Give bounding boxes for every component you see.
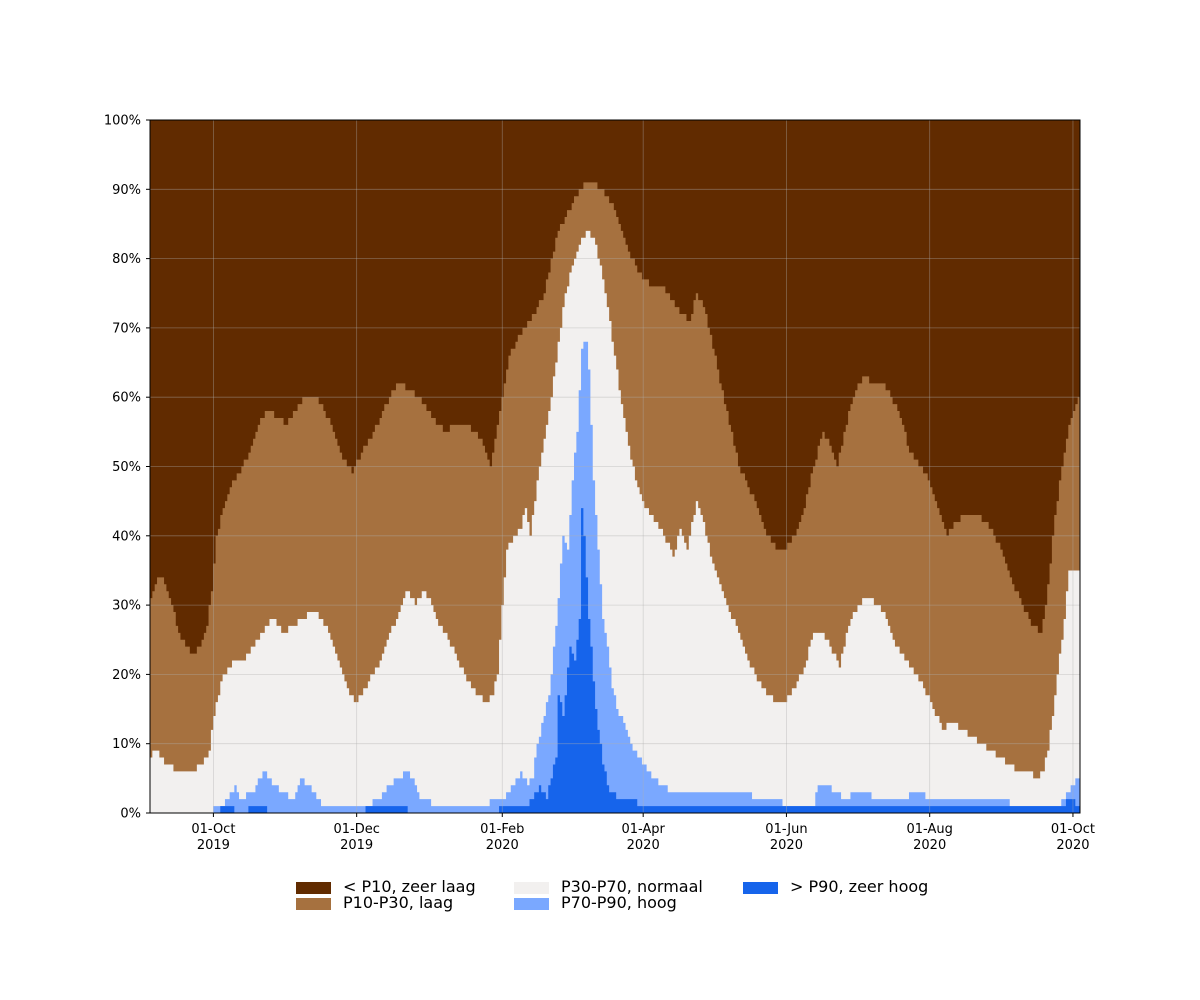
- legend-label-zeer-hoog: > P90, zeer hoog: [790, 877, 929, 896]
- y-tick-label: 20%: [112, 668, 141, 683]
- x-tick-year-label: 2020: [1056, 838, 1089, 853]
- x-tick-label: 01-Apr: [621, 822, 665, 837]
- x-tick-year-label: 2019: [197, 838, 230, 853]
- y-tick-label: 70%: [112, 321, 141, 336]
- legend: < P10, zeer laag P10-P30, laag P30-P70, …: [296, 877, 996, 920]
- area-p70-p90-hoog: [150, 341, 1080, 813]
- y-tick-label: 10%: [112, 737, 141, 752]
- y-tick-label: 30%: [112, 599, 141, 614]
- x-tick-year-label: 2020: [627, 838, 660, 853]
- x-tick-label: 01-Aug: [907, 822, 953, 837]
- legend-swatch-hoog: [514, 898, 549, 910]
- y-tick-label: 0%: [120, 807, 141, 822]
- legend-label-normaal: P30-P70, normaal: [561, 877, 703, 896]
- legend-label-zeer-laag: < P10, zeer laag: [343, 877, 476, 896]
- y-tick-label: 50%: [112, 460, 141, 475]
- legend-swatch-zeer-hoog: [743, 882, 778, 894]
- y-tick-label: 60%: [112, 391, 141, 406]
- legend-label-hoog: P70-P90, hoog: [561, 893, 677, 912]
- x-tick-label: 01-Dec: [333, 822, 379, 837]
- legend-swatch-laag: [296, 898, 331, 910]
- legend-swatch-normaal: [514, 882, 549, 894]
- x-tick-label: 01-Oct: [1051, 822, 1095, 837]
- x-tick-year-label: 2020: [486, 838, 519, 853]
- x-tick-label: 01-Feb: [480, 822, 524, 837]
- y-tick-label: 40%: [112, 529, 141, 544]
- x-tick-year-label: 2020: [913, 838, 946, 853]
- x-axis: 01-Oct201901-Dec201901-Feb202001-Apr2020…: [191, 813, 1095, 853]
- legend-label-laag: P10-P30, laag: [343, 893, 454, 912]
- y-tick-label: 80%: [112, 252, 141, 267]
- y-tick-label: 90%: [112, 183, 141, 198]
- gridlines: [150, 119, 1080, 814]
- y-axis: 0% 10% 20% 30% 40% 50% 60% 70% 80% 90% 100%: [104, 114, 150, 822]
- stacked-areas: [150, 120, 1080, 813]
- legend-swatch-zeer-laag: [296, 882, 331, 894]
- area-p30-p70-normaal: [150, 230, 1080, 813]
- x-tick-year-label: 2020: [770, 838, 803, 853]
- x-tick-year-label: 2019: [340, 838, 373, 853]
- y-tick-label: 100%: [104, 114, 141, 129]
- x-tick-label: 01-Jun: [765, 822, 807, 837]
- x-tick-label: 01-Oct: [191, 822, 235, 837]
